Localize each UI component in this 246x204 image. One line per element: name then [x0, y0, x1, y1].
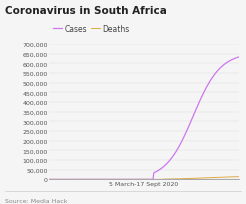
- Deaths: [219, 176, 222, 178]
- Deaths: [164, 178, 167, 181]
- Text: Source: Media Hack: Source: Media Hack: [5, 198, 67, 203]
- Text: Coronavirus in South Africa: Coronavirus in South Africa: [5, 6, 167, 16]
- Cases: [219, 67, 222, 69]
- Line: Deaths: Deaths: [49, 177, 239, 180]
- Cases: [160, 167, 163, 170]
- Legend: Cases, Deaths: Cases, Deaths: [53, 24, 130, 33]
- Cases: [164, 164, 167, 167]
- Cases: [48, 178, 51, 181]
- Deaths: [48, 178, 51, 181]
- Deaths: [207, 177, 210, 179]
- Line: Cases: Cases: [49, 58, 239, 180]
- Deaths: [48, 178, 51, 181]
- Deaths: [237, 176, 240, 178]
- Cases: [160, 167, 163, 169]
- Cases: [237, 57, 240, 59]
- Cases: [207, 82, 210, 85]
- Cases: [48, 178, 51, 181]
- Deaths: [160, 178, 163, 181]
- Deaths: [160, 178, 163, 181]
